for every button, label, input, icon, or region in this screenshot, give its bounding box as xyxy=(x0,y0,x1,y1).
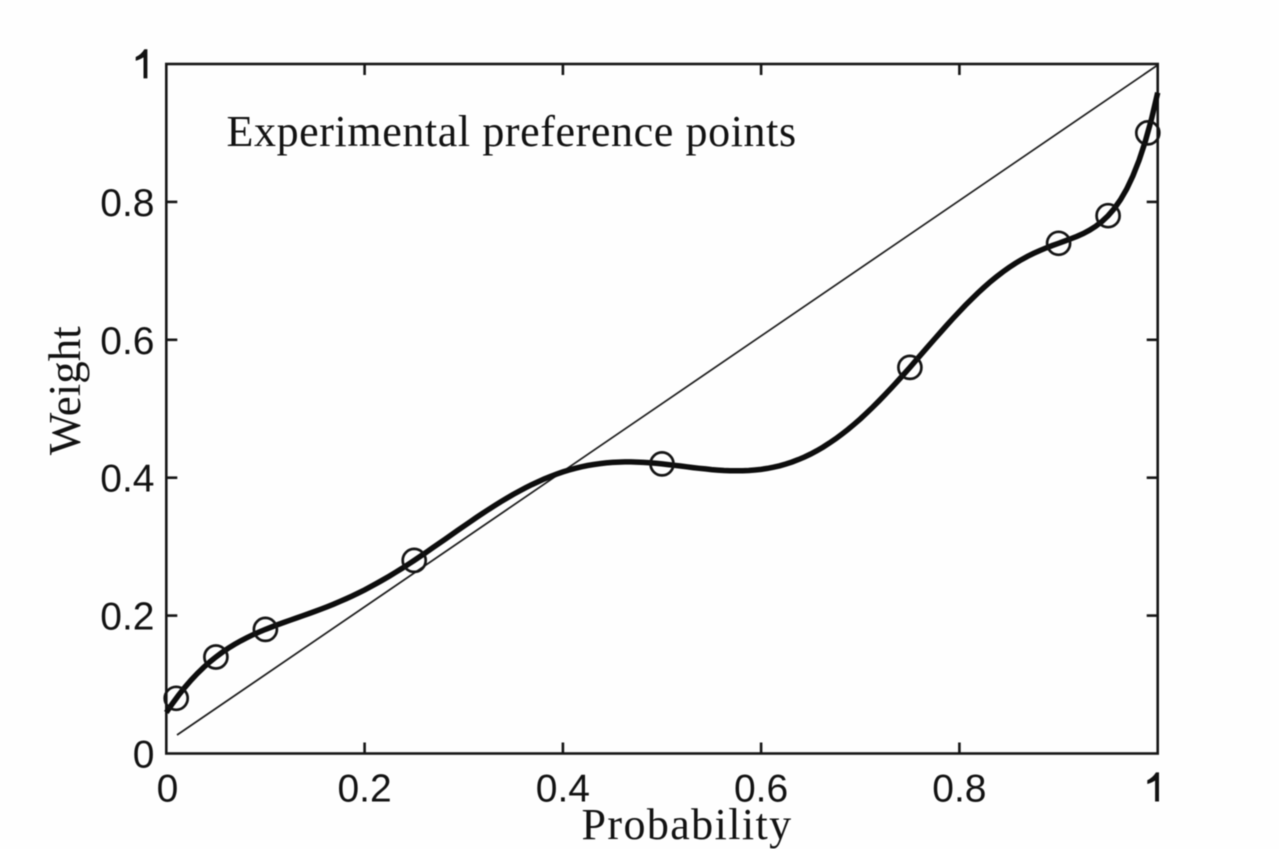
svg-text:0.8: 0.8 xyxy=(100,182,154,225)
svg-text:0.6: 0.6 xyxy=(100,320,154,363)
svg-text:0.2: 0.2 xyxy=(337,768,391,811)
svg-text:Weight: Weight xyxy=(40,326,90,455)
svg-text:0.4: 0.4 xyxy=(100,458,154,501)
svg-text:0: 0 xyxy=(133,734,155,777)
svg-text:0.2: 0.2 xyxy=(100,596,154,639)
svg-text:0.6: 0.6 xyxy=(734,768,788,811)
svg-text:Probability: Probability xyxy=(582,800,793,849)
svg-text:0.8: 0.8 xyxy=(932,768,986,811)
svg-text:0: 0 xyxy=(157,768,179,811)
svg-text:0.4: 0.4 xyxy=(536,768,590,811)
svg-text:Experimental preference points: Experimental preference points xyxy=(227,107,797,156)
